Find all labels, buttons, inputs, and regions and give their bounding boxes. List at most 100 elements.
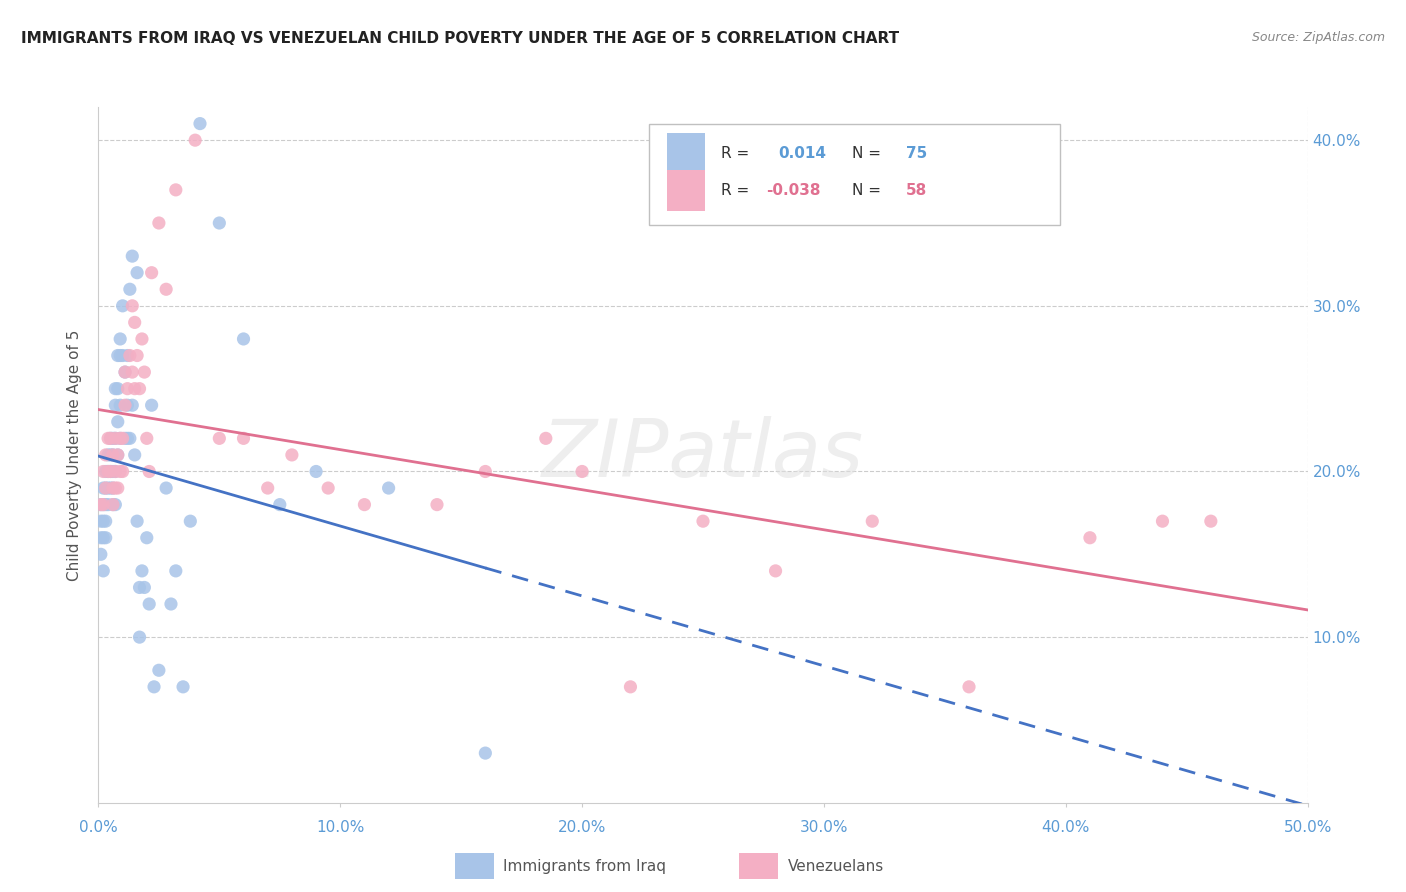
Text: 50.0%: 50.0%	[1284, 821, 1331, 835]
Point	[114, 398, 136, 412]
Point	[353, 498, 375, 512]
FancyBboxPatch shape	[740, 853, 778, 880]
Text: Immigrants from Iraq: Immigrants from Iraq	[503, 859, 666, 873]
Point	[97, 481, 120, 495]
Point	[269, 498, 291, 512]
Point	[121, 299, 143, 313]
Point	[534, 431, 557, 445]
Point	[101, 465, 124, 479]
Point	[104, 431, 127, 445]
Point	[208, 216, 231, 230]
Point	[124, 382, 146, 396]
Point	[957, 680, 980, 694]
Point	[90, 547, 112, 561]
Point	[100, 448, 122, 462]
Point	[108, 431, 131, 445]
Point	[94, 531, 117, 545]
Point	[619, 680, 641, 694]
Point	[232, 332, 254, 346]
Point	[143, 680, 166, 694]
Point	[121, 398, 143, 412]
Text: 75: 75	[905, 146, 928, 161]
Point	[91, 465, 114, 479]
Point	[256, 481, 278, 495]
Point	[101, 431, 124, 445]
Point	[111, 431, 134, 445]
Point	[91, 564, 114, 578]
Point	[377, 481, 399, 495]
Text: 0.014: 0.014	[778, 146, 825, 161]
Point	[94, 448, 117, 462]
Point	[138, 465, 160, 479]
FancyBboxPatch shape	[648, 124, 1060, 226]
Point	[108, 465, 131, 479]
Text: 30.0%: 30.0%	[800, 821, 848, 835]
Point	[305, 465, 328, 479]
Point	[100, 465, 122, 479]
Point	[141, 398, 163, 412]
Point	[101, 481, 124, 495]
Point	[94, 498, 117, 512]
Text: ZIPatlas: ZIPatlas	[541, 416, 865, 494]
Point	[100, 431, 122, 445]
Text: R =: R =	[721, 146, 754, 161]
Point	[90, 498, 112, 512]
Point	[91, 481, 114, 495]
Text: 58: 58	[905, 183, 928, 198]
Point	[124, 315, 146, 329]
Text: N =: N =	[852, 146, 886, 161]
Point	[94, 481, 117, 495]
Point	[117, 431, 139, 445]
Point	[107, 415, 129, 429]
Point	[104, 498, 127, 512]
Point	[117, 349, 139, 363]
Point	[101, 498, 124, 512]
Point	[127, 514, 149, 528]
Point	[107, 448, 129, 462]
Point	[117, 382, 139, 396]
Point	[121, 249, 143, 263]
Point	[101, 498, 124, 512]
Point	[104, 481, 127, 495]
Point	[148, 663, 170, 677]
FancyBboxPatch shape	[666, 170, 706, 211]
Text: R =: R =	[721, 183, 754, 198]
Point	[127, 349, 149, 363]
Point	[114, 365, 136, 379]
Point	[1078, 531, 1101, 545]
Point	[107, 382, 129, 396]
Text: Source: ZipAtlas.com: Source: ZipAtlas.com	[1251, 31, 1385, 45]
Point	[117, 398, 139, 412]
Point	[90, 514, 112, 528]
Point	[765, 564, 787, 578]
Point	[91, 514, 114, 528]
Point	[148, 216, 170, 230]
Point	[97, 465, 120, 479]
Point	[172, 680, 194, 694]
Point	[97, 498, 120, 512]
Point	[232, 431, 254, 445]
Point	[111, 299, 134, 313]
Point	[111, 465, 134, 479]
Text: Venezuelans: Venezuelans	[787, 859, 884, 873]
Point	[104, 382, 127, 396]
Point	[316, 481, 339, 495]
Point	[127, 266, 149, 280]
Point	[426, 498, 449, 512]
Point	[101, 481, 124, 495]
Point	[188, 117, 211, 131]
Point	[134, 581, 156, 595]
Point	[1152, 514, 1174, 528]
FancyBboxPatch shape	[456, 853, 494, 880]
Point	[138, 597, 160, 611]
Point	[104, 431, 127, 445]
Point	[155, 282, 177, 296]
Point	[184, 133, 207, 147]
Point	[141, 266, 163, 280]
Point	[104, 465, 127, 479]
Point	[131, 564, 153, 578]
Point	[91, 531, 114, 545]
Point	[111, 349, 134, 363]
Point	[114, 431, 136, 445]
Text: 40.0%: 40.0%	[1042, 821, 1090, 835]
